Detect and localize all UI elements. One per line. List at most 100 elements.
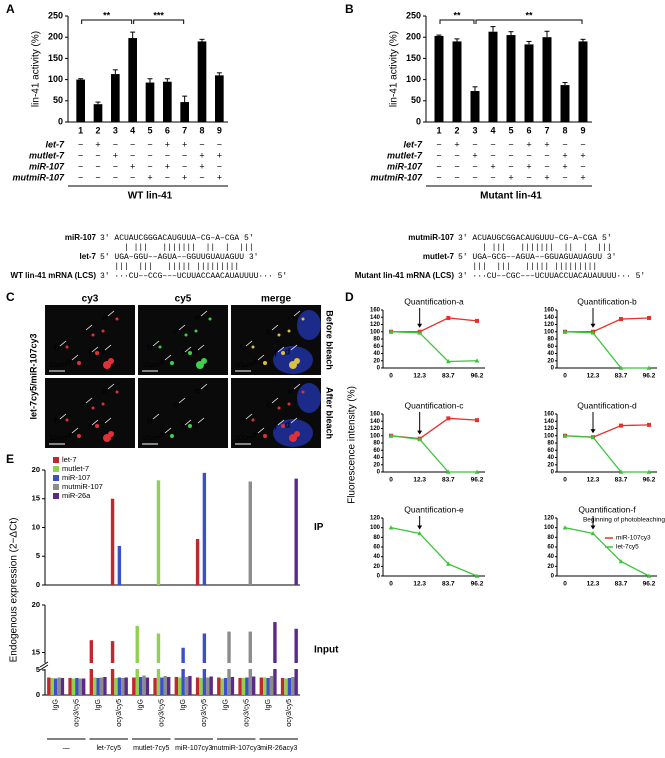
treatment-sign: − [472,139,477,149]
point-letter: a [252,429,257,439]
bar [160,677,164,695]
treatment-label: miR-107 [29,161,65,171]
y-tick-label: 0 [377,574,381,580]
signal-spot [101,402,105,406]
x-tick-label: 83.7 [615,581,628,588]
bar [156,480,161,585]
bar [153,678,157,695]
bar [238,678,242,695]
bar [181,647,185,695]
y-tick-label: 120 [544,322,555,328]
significance-bracket [439,19,475,24]
bar [124,677,128,695]
point-letter: b [147,342,152,352]
bar [76,79,85,122]
bar [273,622,277,695]
y-tick-label: 250 [406,10,421,20]
x-tick-label: 5 [147,125,152,135]
point-arrow [290,344,298,351]
bar [488,31,498,122]
x-tick-label: 12.3 [587,581,600,588]
point-letter: d [285,419,290,429]
panel-side-label: Input [314,645,339,656]
bar [110,498,115,585]
legend-swatch [53,466,59,472]
point-letter: a [159,429,164,439]
point-arrow [277,419,285,426]
point [619,317,623,322]
alignment-sequence: 5′ UGA–GCG––AGUA––GGUAGUAUAGUU 3′ [458,253,616,262]
alignment-label: mutmiR-107 [408,233,454,242]
point-letter: b [240,342,245,352]
chart-title: Quantification-e [404,504,464,514]
panel-label: C [6,290,15,304]
alignment-sequence: ||| ||| ||||| ||||||||| [100,263,239,272]
x-tick-label: 83.7 [615,477,628,484]
y-tick-label: 140 [544,315,555,321]
signal-spot [170,434,174,438]
bar [220,678,224,695]
point-letter: f [181,421,184,431]
x-tick-label: 96.2 [643,373,656,380]
treatment-sign: − [526,172,531,182]
point-arrow [178,324,186,331]
bar [263,677,267,695]
point [646,365,652,370]
point-letter: c [81,326,86,336]
significance-bracket [475,19,583,24]
point-letter: d [99,346,104,356]
alignment-label: WT lin-41 mRNA (LCS) [11,271,97,280]
point-letter: c [174,399,179,409]
point [417,530,422,536]
bar [266,678,270,695]
legend-label: miR-107 [62,473,90,482]
y-tick-label: 60 [373,344,380,350]
signal-spot [201,358,207,364]
bar [202,472,207,585]
series-line [390,417,478,440]
bar [209,676,213,695]
bar [138,677,143,695]
signal-spot [170,361,174,365]
y-tick-label: 150 [406,53,421,63]
point [562,525,568,530]
y-tick-label: 40 [373,351,380,357]
point-arrow [71,354,79,361]
y-tick-label: 20 [373,564,380,570]
y-tick-label: 60 [547,344,554,350]
x-tick-label: 4 [130,125,135,135]
treatment-sign: − [130,172,135,182]
bar [81,678,86,695]
column-label: αcy3/cy5 [159,699,166,727]
treatment-sign: − [454,172,459,182]
y-tick-label: 60 [373,448,380,454]
y-tick-label: 0 [36,690,40,699]
y-tick-label: 120 [370,322,381,328]
point-arrow [197,417,205,424]
x-tick-label: 96.2 [471,477,484,484]
y-tick-label: 160 [544,308,555,314]
x-tick-label: 83.7 [442,581,455,588]
y-tick-label: 5 [36,665,40,674]
signal-spot [158,345,162,349]
bar [93,677,97,695]
point [446,358,451,364]
y-tick-label: 10 [32,522,40,531]
annotation: Beginning of photobleaching [583,517,665,524]
signal-spot [281,351,285,355]
column-label: αcy3/cy5 [286,699,293,727]
treatment-sign: − [436,150,441,160]
nucleus [273,419,313,447]
signal-spot [188,424,192,428]
y-tick-label: 15 [32,647,40,656]
signal-spot [287,329,291,333]
treatment-sign: − [147,150,152,160]
image-row-label: Before bleach [325,310,335,370]
y-axis-label: Endogenous expression (2−ΔCt) [9,518,20,663]
point-arrow [184,346,192,353]
chart-title: Quantification-b [577,296,637,306]
signal-spot [208,390,212,394]
bar [142,675,146,695]
point [474,469,480,474]
